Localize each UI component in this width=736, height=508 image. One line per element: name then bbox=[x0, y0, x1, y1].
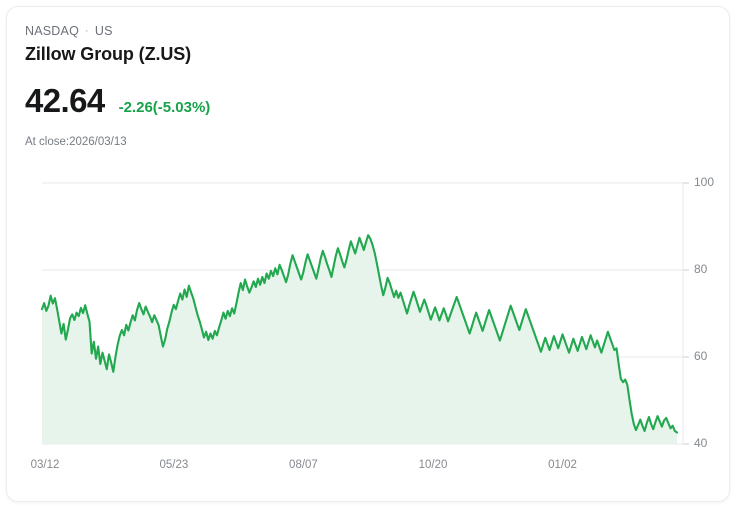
y-axis-label: 40 bbox=[694, 436, 708, 450]
x-axis-labels: 03/12 05/23 08/07 10/20 01/02 bbox=[31, 459, 577, 471]
price-row: 42.64 -2.26(-5.03%) bbox=[25, 83, 210, 119]
y-axis-labels: 40 60 80 100 bbox=[694, 175, 714, 450]
price-chart[interactable]: 40 60 80 100 03/12 05/23 08/07 10/20 01/02 bbox=[7, 7, 730, 502]
region-label: US bbox=[94, 24, 113, 38]
separator-dot: · bbox=[85, 25, 89, 37]
price-change: -2.26(-5.03%) bbox=[118, 99, 211, 116]
x-axis-label: 03/12 bbox=[31, 459, 60, 471]
exchange-label: NASDAQ bbox=[25, 24, 79, 38]
market-status: At close:2026/03/13 bbox=[25, 136, 127, 148]
x-axis-label: 01/02 bbox=[548, 459, 577, 471]
y-axis-label: 100 bbox=[694, 175, 714, 189]
current-price: 42.64 bbox=[25, 82, 105, 119]
quote-header: NASDAQ · US Zillow Group (Z.US) 42.64 -2… bbox=[25, 23, 210, 150]
price-line bbox=[40, 234, 679, 434]
x-axis-label: 08/07 bbox=[289, 459, 318, 471]
exchange-row: NASDAQ · US bbox=[25, 23, 210, 39]
page-title: Zillow Group (Z.US) bbox=[25, 44, 192, 64]
y-axis-label: 60 bbox=[694, 349, 708, 363]
price-chart-svg[interactable]: 40 60 80 100 03/12 05/23 08/07 10/20 01/02 bbox=[7, 7, 730, 502]
x-axis-label: 05/23 bbox=[160, 459, 189, 471]
x-axis-label: 10/20 bbox=[419, 459, 448, 471]
y-axis-label: 80 bbox=[694, 262, 708, 276]
price-area-fill bbox=[42, 235, 677, 444]
chart-axis-ticks bbox=[683, 182, 689, 445]
stock-quote-card: NASDAQ · US Zillow Group (Z.US) 42.64 -2… bbox=[6, 6, 730, 502]
